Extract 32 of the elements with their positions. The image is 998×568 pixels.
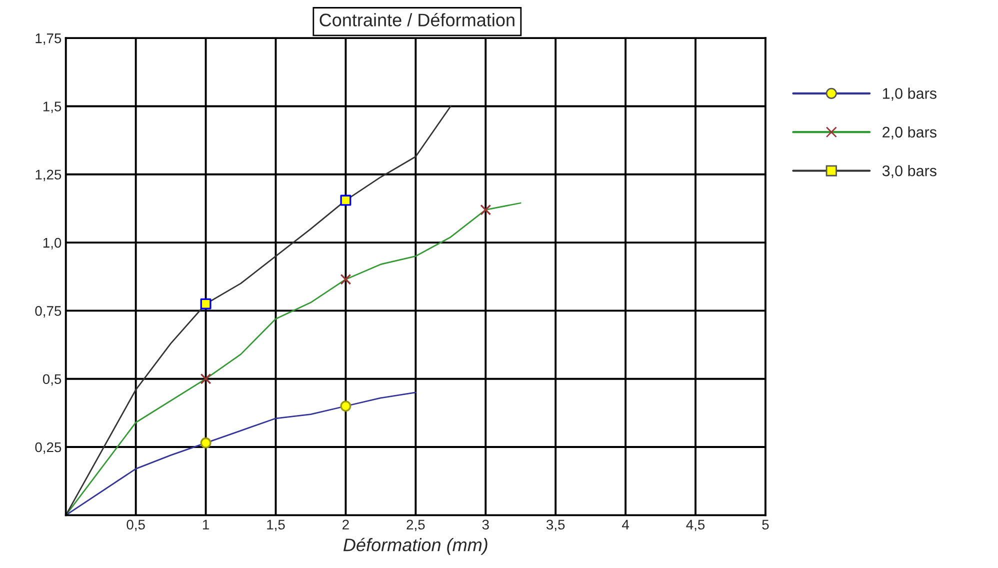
y-tick-label: 1,5 (43, 102, 62, 114)
x-tick-label: 3,5 (546, 520, 565, 532)
legend-label: 2,0 bars (882, 126, 936, 140)
point (340, 400, 352, 412)
y-tick-label: 1,0 (43, 238, 62, 250)
x-tick-label: 1,5 (267, 520, 285, 532)
y-tick-label: 0,25 (35, 442, 62, 454)
y-tick-label: 0,75 (35, 306, 62, 318)
legend-label: 3,0 bars (882, 165, 936, 178)
point (340, 194, 352, 206)
x-tick-label: 4 (622, 520, 629, 530)
x-tick-label: 2,5 (406, 520, 425, 532)
point (340, 274, 352, 285)
y-tick-label: 1,75 (36, 34, 62, 45)
x-tick-label: 2 (342, 520, 349, 530)
chart-title: Contrainte / Déformation (320, 12, 514, 26)
x-tick-label: 1 (202, 520, 209, 530)
point (200, 437, 212, 448)
x-tick-label: 4,5 (686, 520, 705, 532)
line-series (66, 392, 416, 516)
x-tick-label: 0,5 (126, 520, 145, 532)
x-axis-title: Déformation (mm) (343, 538, 488, 555)
point (200, 373, 212, 384)
line-series (66, 202, 522, 516)
x-tick-label: 5 (762, 520, 769, 530)
point (480, 204, 492, 216)
x-tick-label: 3 (482, 520, 489, 530)
y-tick-label: 0,5 (42, 374, 62, 386)
line-series (66, 106, 452, 516)
legend-label: 1,0 bars (882, 88, 936, 101)
y-tick-label: 1,25 (36, 170, 62, 182)
point (200, 298, 212, 310)
